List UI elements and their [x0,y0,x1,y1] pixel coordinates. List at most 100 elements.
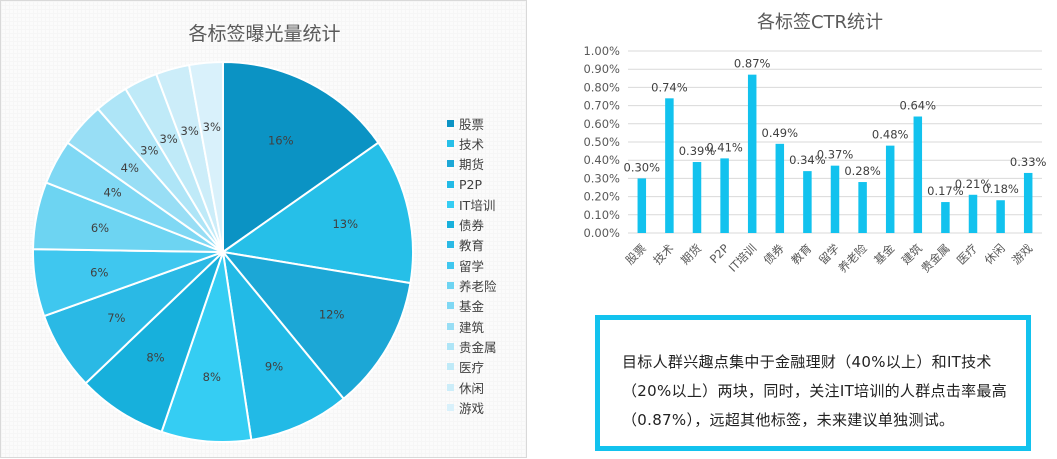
legend-label-9: 基金 [459,299,485,315]
legend-swatch-7 [447,261,454,269]
bar-value-label-0: 0.30% [624,160,661,174]
pie-slice-label-5: 8% [146,351,164,365]
legend-swatch-0 [447,119,454,127]
legend-swatch-9 [447,302,454,310]
legend-label-5: 债券 [459,218,485,234]
pie-chart-title: 各标签曝光量统计 [188,23,341,45]
bar-category-label-5: 债券 [761,241,788,268]
bar-8 [858,182,867,233]
bar-value-label-3: 0.41% [706,140,743,154]
summary-note-box: 目标人群兴趣点集中于金融理财（40%以上）和IT技术（20%以上）两块，同时，关… [595,315,1031,451]
bar-7 [830,165,840,233]
bar-value-label-4: 0.87% [734,57,771,71]
pie-slice-label-4: 8% [203,370,221,384]
bar-chart: 0.00% 0.10% 0.20% 0.30% 0.40% 0.50% 0.60% 0.70%… [583,44,1047,276]
bar-value-label-12: 0.21% [955,177,992,191]
pie-slice-label-9: 4% [103,186,121,200]
bar-3 [720,158,729,233]
bar-0 [637,178,647,233]
bar-value-label-6: 0.34% [789,153,826,167]
legend-swatch-4 [447,200,454,208]
legend-label-11: 贵金属 [459,339,497,355]
bar-12 [968,194,978,233]
legend-swatch-10 [447,322,454,330]
bar-category-label-9: 基金 [871,241,898,268]
pie-slice-label-2: 12% [319,308,345,322]
pie-slice-label-7: 6% [90,266,108,280]
pie-slice-label-8: 6% [91,221,109,235]
bar-4 [747,74,757,233]
bar-category-label-8: 养老险 [835,241,870,276]
legend-item-3: P2P [447,174,497,194]
bar-ytick-label-5: 0.50% [583,135,620,149]
legend-item-0: 股票 [447,113,497,133]
legend-item-2: 期货 [447,154,497,174]
pie-slice-1 [220,141,414,285]
legend-item-8: 养老险 [447,275,497,295]
legend-swatch-11 [447,342,454,350]
legend-swatch-5 [447,221,454,229]
bar-value-label-9: 0.48% [872,128,909,142]
legend-item-1: 技术 [447,133,497,153]
legend-item-9: 基金 [447,296,497,316]
pie-slice-0 [222,60,380,254]
pie-slice-label-1: 13% [332,217,358,231]
summary-note-text: 目标人群兴趣点集中于金融理财（40%以上）和IT技术（20%以上）两块，同时，关… [622,353,1008,429]
legend-item-6: 教育 [447,235,497,255]
bar-11 [941,202,950,233]
pie-slice-label-13: 3% [181,124,199,138]
legend-label-3: P2P [459,176,483,192]
bar-category-label-2: 期货 [678,241,704,267]
bar-value-label-11: 0.17% [927,184,964,198]
bar-ytick-label-8: 0.80% [583,80,620,94]
bar-value-label-1: 0.74% [651,80,688,94]
legend-item-12: 医疗 [447,357,497,377]
legend-item-13: 休闲 [447,377,497,397]
legend-item-11: 贵金属 [447,336,497,356]
bar-value-label-5: 0.49% [762,126,799,140]
bar-value-label-13: 0.18% [982,182,1019,196]
bar-ytick-label-1: 0.10% [583,208,620,222]
legend-label-2: 期货 [459,157,485,173]
bar-value-label-14: 0.33% [1010,155,1047,169]
bar-13 [996,200,1005,233]
bar-category-label-6: 教育 [788,241,814,267]
legend-label-13: 休闲 [459,380,485,396]
pie-slice-14 [187,60,224,253]
pie-slice-label-12: 3% [159,132,177,146]
pie-slice-label-6: 7% [107,311,125,325]
legend-item-14: 游戏 [447,397,497,417]
pie-slice-label-3: 9% [265,360,283,374]
bar-category-label-4: IT培训 [726,241,760,275]
legend-swatch-14 [447,403,454,411]
legend-label-7: 留学 [459,258,485,274]
legend-swatch-2 [447,160,454,168]
pie-legend: 股票 技术 期货 P2P IT培训 债券 教育 留学 养老险 基金 建筑 贵金属 医疗 休闲 游戏 [447,113,497,417]
pie-slice-2 [220,250,412,401]
bar-5 [775,143,785,233]
pie-slice-3 [221,248,346,442]
legend-label-1: 技术 [459,136,485,152]
bar-category-label-1: 技术 [650,241,677,268]
bar-1 [665,98,674,233]
legend-swatch-3 [447,180,454,188]
bar-ytick-label-0: 0.00% [583,226,620,240]
legend-swatch-6 [447,241,454,249]
bar-ytick-label-7: 0.70% [583,99,620,113]
bar-14 [1023,172,1033,233]
legend-label-4: IT培训 [459,197,496,213]
bar-value-label-10: 0.64% [900,99,937,113]
bar-ytick-label-6: 0.60% [583,117,620,131]
bar-value-label-8: 0.28% [844,164,881,178]
legend-swatch-13 [447,383,454,391]
pie-slice-label-14: 3% [203,120,221,134]
bar-chart-title: 各标签CTR统计 [756,12,884,33]
bar-10 [913,116,923,233]
pie-slice-label-0: 16% [268,134,294,148]
pie-slice-label-11: 3% [140,144,158,158]
bar-ytick-label-4: 0.40% [583,153,620,167]
bar-category-label-0: 股票 [623,241,649,267]
pie-chart-panel: 各标签曝光量统计 16% 13% 12% 9% 8% 8% 7% 6% 6% 4% 4% 3% 3% 3%… [0,0,527,458]
legend-label-12: 医疗 [459,360,485,376]
bar-ytick-label-2: 0.20% [583,190,620,204]
